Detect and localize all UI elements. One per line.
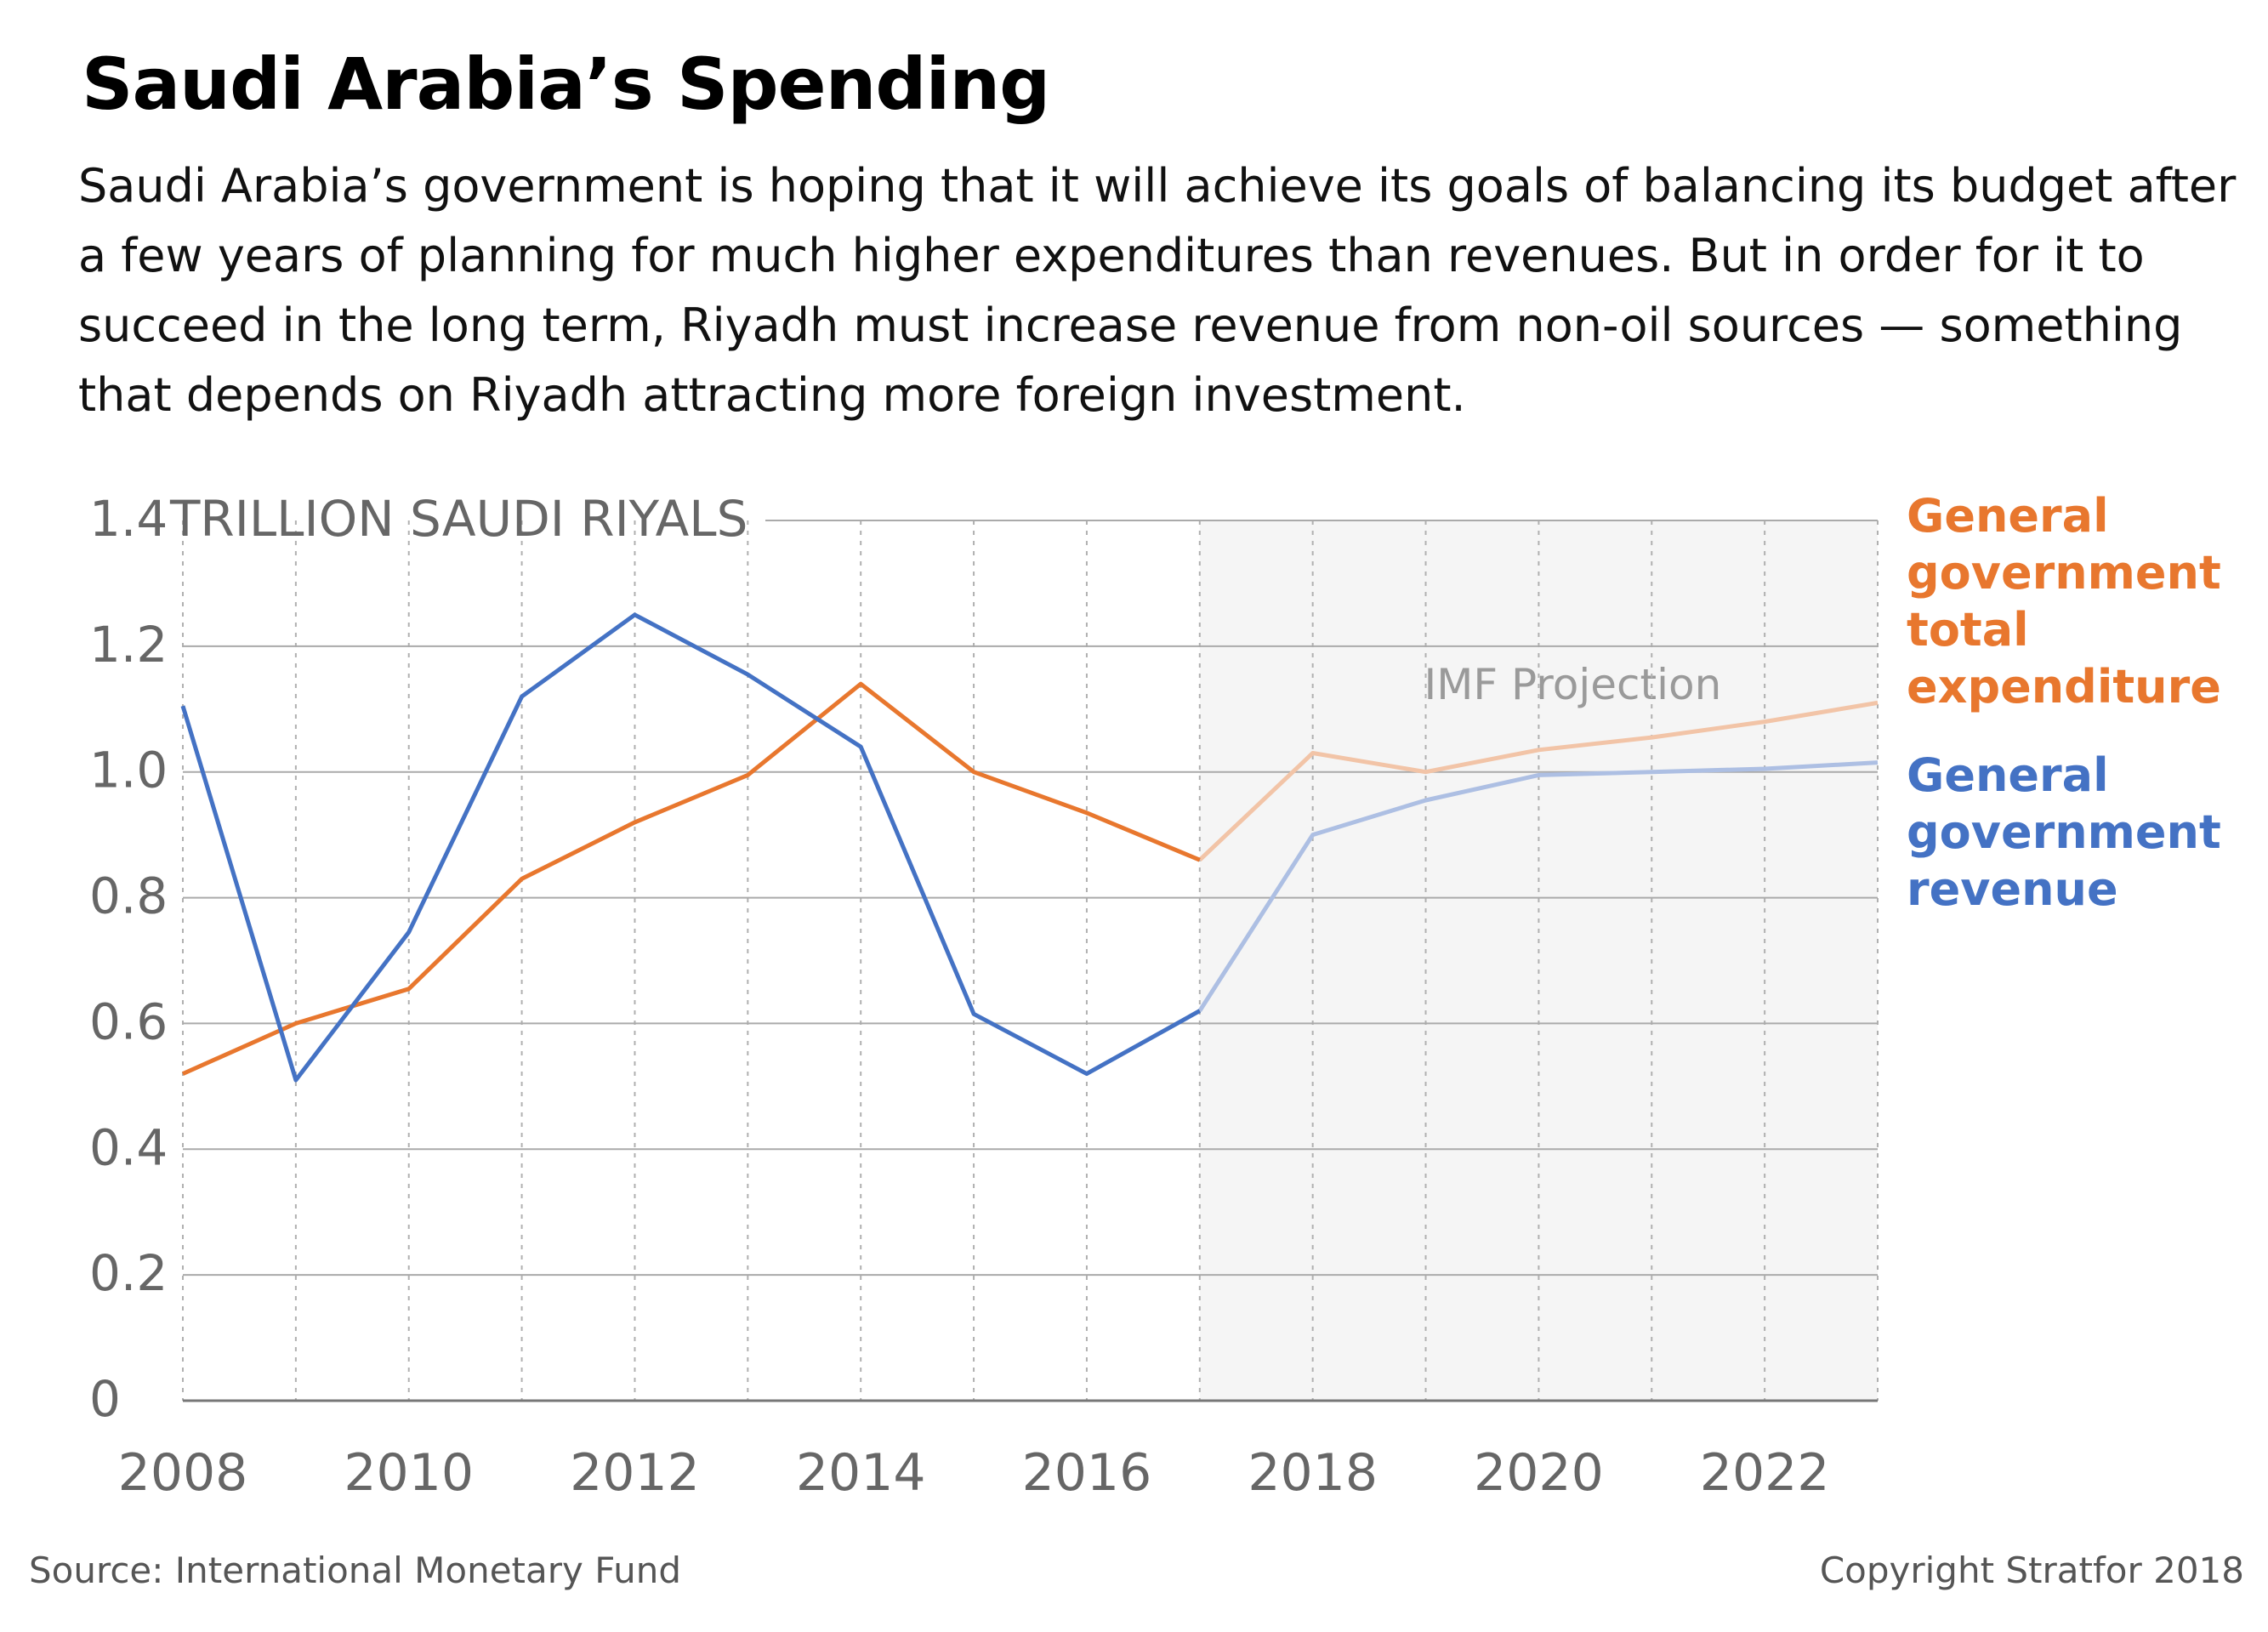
x-tick-label: 2022: [1700, 1443, 1830, 1503]
x-tick-label: 2014: [796, 1443, 926, 1503]
y-tick-label: 0.6: [89, 992, 168, 1050]
source-note: Source: International Monetary Fund: [29, 1550, 681, 1591]
x-tick-label: 2020: [1474, 1443, 1604, 1503]
series-line-projection-1: [1197, 760, 1879, 1012]
projection-label: IMF Projection: [1424, 660, 1722, 709]
x-tick-label: 2018: [1248, 1443, 1378, 1503]
series-line-projection-0: [1198, 700, 1879, 862]
series-line-0: [181, 681, 1201, 1076]
legend-label-0: General government total expenditure: [1907, 489, 2221, 714]
y-tick-label: 1.4: [89, 490, 168, 548]
copyright-note: Copyright Stratfor 2018: [1819, 1550, 2244, 1591]
x-tick-label: 2008: [118, 1443, 248, 1503]
series-line-1: [180, 612, 1202, 1083]
y-tick-label: 1.2: [89, 616, 168, 674]
y-tick-label: 0.8: [89, 867, 168, 925]
chart-title: Saudi Arabia’s Spending: [82, 43, 1050, 126]
x-tick-label: 2016: [1022, 1443, 1152, 1503]
y-tick-label: 1.0: [89, 742, 168, 799]
y-tick-label: 0.2: [89, 1244, 168, 1302]
legend-label-1: General government revenue: [1907, 748, 2221, 916]
x-tick-label: 2010: [344, 1443, 474, 1503]
y-tick-label: 0: [89, 1370, 121, 1428]
y-axis-unit-label: TRILLION SAUDI RIYALS: [169, 490, 747, 548]
chart-subtitle: Saudi Arabia’s government is hoping that…: [78, 159, 2237, 422]
y-tick-label: 0.4: [89, 1118, 168, 1176]
x-tick-label: 2012: [570, 1443, 700, 1503]
